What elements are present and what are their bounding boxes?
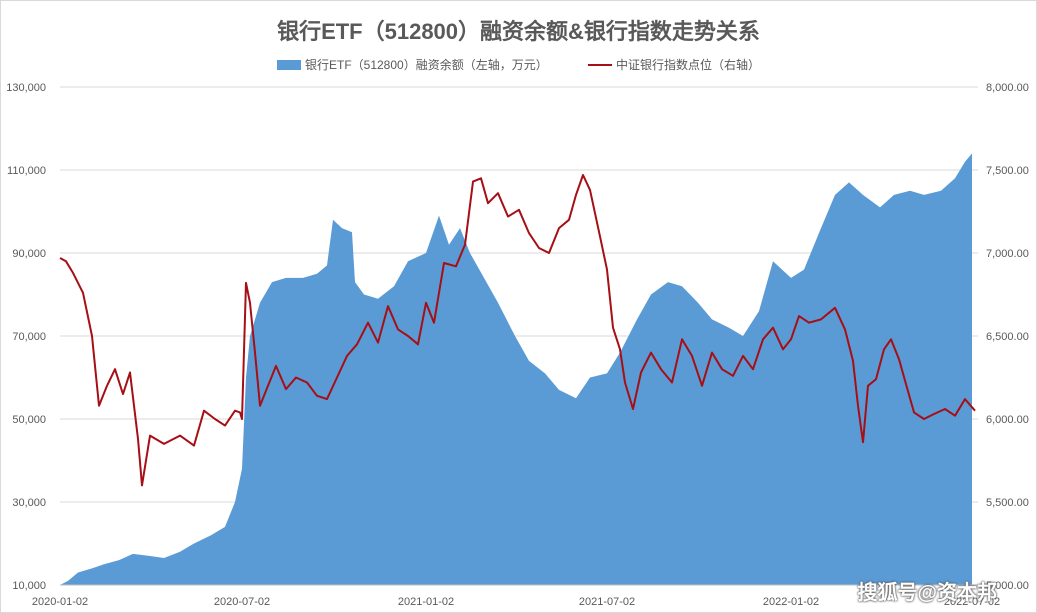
- legend-label-balance: 银行ETF（512800）融资余额（左轴，万元）: [305, 58, 548, 72]
- y-right-tick-label: 5,500.00: [986, 497, 1029, 509]
- series-line-index: [59, 174, 976, 487]
- x-tick-label: 2022-01-02: [763, 596, 819, 608]
- y-left-tick-label: 30,000: [12, 497, 46, 509]
- axis-ticks: 10,000 30,000 50,000 70,000 90,000 110,000 130…: [6, 82, 1029, 608]
- y-left-tick-label: 50,000: [12, 414, 46, 426]
- legend-item-index: 中证银行指数点位（右轴）: [588, 56, 760, 73]
- x-tick-label: 2021-01-02: [398, 596, 454, 608]
- watermark-text: 搜狐号@资本邦: [857, 582, 997, 604]
- y-left-tick-label: 110,000: [7, 165, 46, 177]
- x-tick-label: 2021-07-02: [579, 596, 635, 608]
- legend-label-index: 中证银行指数点位（右轴）: [616, 58, 761, 72]
- y-right-tick-label: 8,000.00: [986, 82, 1029, 94]
- legend-swatch-line: [588, 63, 612, 66]
- y-left-tick-label: 130,000: [6, 82, 46, 94]
- legend-swatch-area: [277, 59, 301, 70]
- y-right-tick-label: 7,000.00: [986, 248, 1029, 260]
- legend-item-balance: 银行ETF（512800）融资余额（左轴，万元）: [277, 56, 548, 73]
- x-tick-label: 2020-01-02: [32, 596, 88, 608]
- y-right-tick-label: 7,500.00: [986, 165, 1029, 177]
- chart-title: 银行ETF（512800）融资余额&银行指数走势关系: [277, 19, 760, 44]
- y-right-tick-label: 5,000.00: [986, 580, 1029, 592]
- x-tick-label: 2020-07-02: [214, 596, 270, 608]
- y-left-tick-label: 70,000: [12, 331, 46, 343]
- y-right-tick-label: 6,000.00: [986, 414, 1029, 426]
- x-tick-label: 2022-07-02: [944, 596, 1000, 608]
- series-area-balance: [60, 153, 972, 585]
- y-right-tick-label: 6,500.00: [986, 331, 1029, 343]
- y-left-tick-label: 10,000: [12, 580, 46, 592]
- y-left-tick-label: 90,000: [12, 248, 46, 260]
- chart-legend: 银行ETF（512800）融资余额（左轴，万元） 中证银行指数点位（右轴）: [0, 56, 1037, 76]
